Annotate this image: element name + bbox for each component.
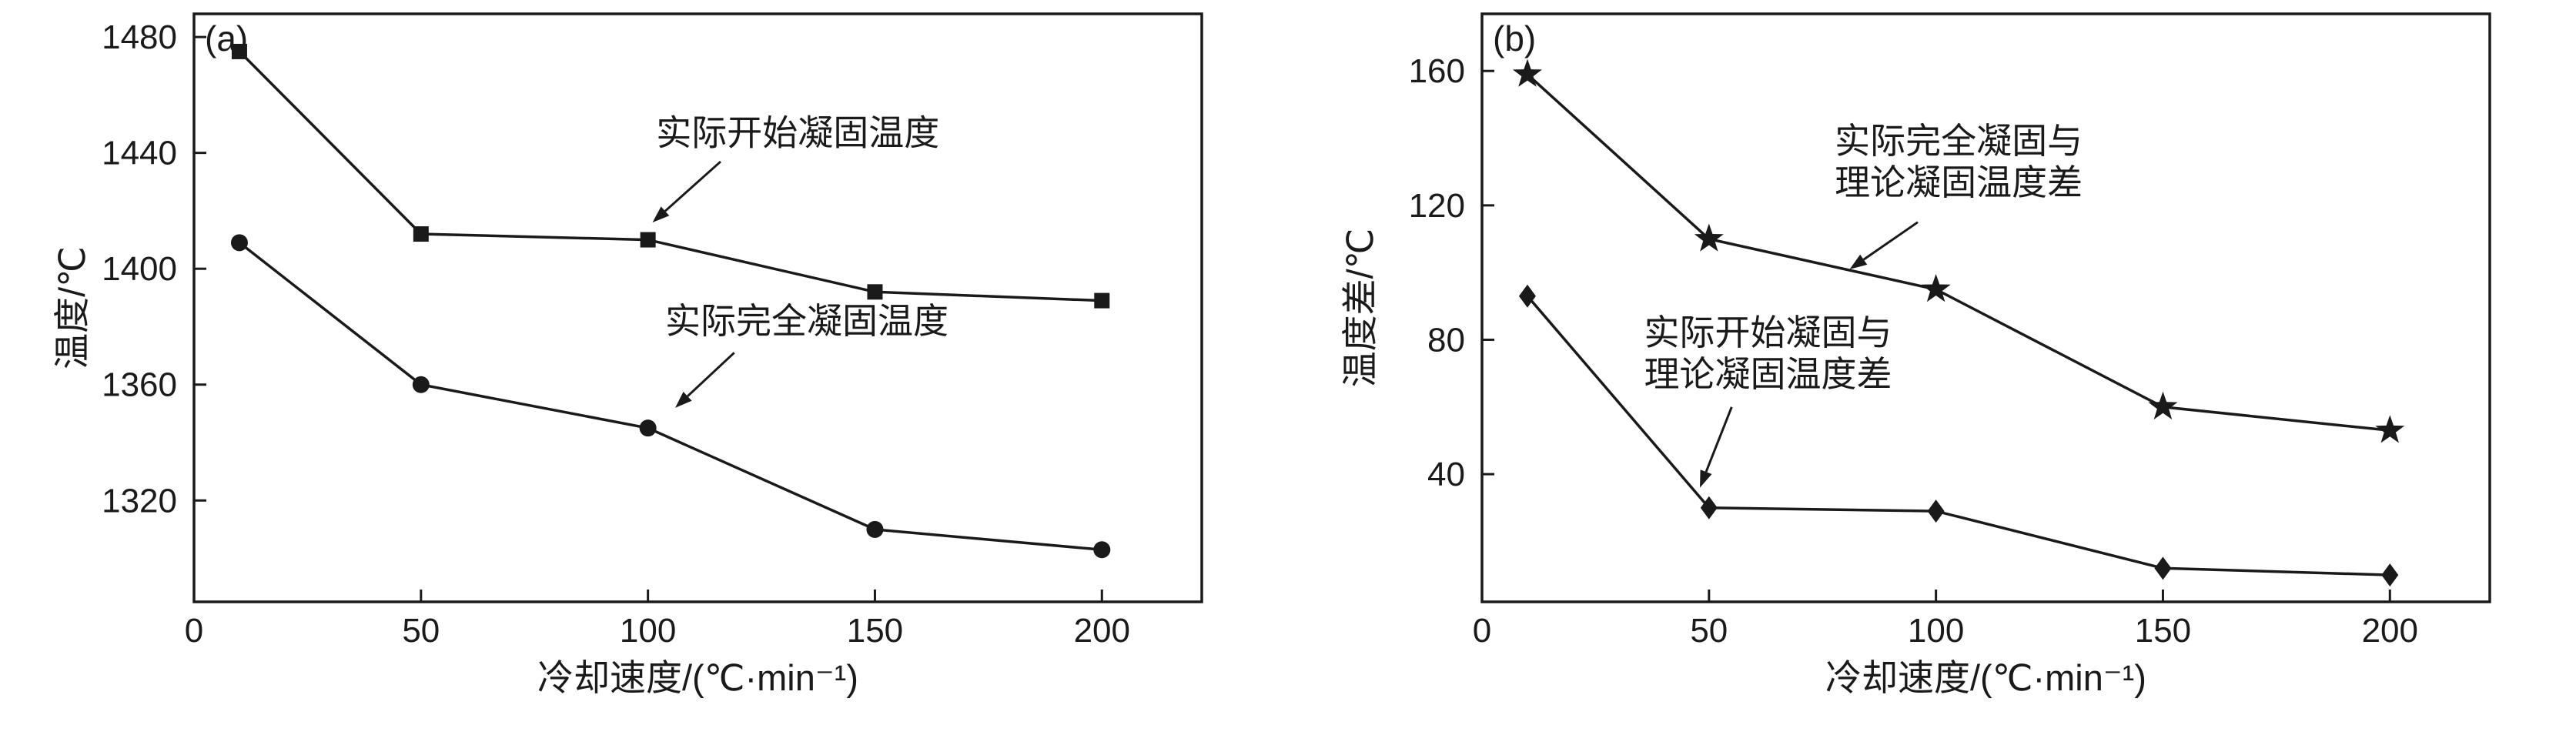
annotation-text-line: 实际开始凝固与 bbox=[1644, 312, 1892, 352]
panel-b: 0 50 100 150 200 40 80 120 160 冷却速度/(℃·min⁻¹) 温度差/… bbox=[1288, 0, 2576, 735]
marker-square bbox=[867, 284, 883, 300]
x-tick-label: 100 bbox=[1908, 612, 1964, 650]
y-tick-label: 1440 bbox=[102, 135, 177, 172]
marker-star bbox=[1512, 58, 1542, 87]
marker-diamond bbox=[1927, 499, 1945, 523]
chart-b-temperature-difference-vs-cooling-rate: 0 50 100 150 200 40 80 120 160 冷却速度/(℃·min⁻¹) 温度差/… bbox=[1288, 0, 2576, 735]
y-tick-label: 80 bbox=[1427, 321, 1465, 359]
annotation-text-line: 实际开始凝固温度 bbox=[656, 112, 939, 152]
annotation-arrowhead bbox=[675, 392, 692, 408]
annotation-text-line: 实际完全凝固与 bbox=[1835, 121, 2083, 161]
marker-circle bbox=[866, 520, 884, 538]
marker-square bbox=[1094, 292, 1110, 309]
x-tick-label: 150 bbox=[847, 612, 903, 650]
marker-diamond bbox=[2381, 563, 2399, 587]
y-axis-label: 温度/℃ bbox=[52, 246, 92, 369]
axes-frame bbox=[1480, 12, 2491, 603]
annotation-text-line: 理论凝固温度差 bbox=[1644, 354, 1892, 394]
annotation-arrowhead bbox=[1700, 469, 1712, 488]
marker-circle bbox=[412, 376, 430, 393]
marker-diamond bbox=[1700, 496, 1718, 520]
x-tick-label: 200 bbox=[2362, 612, 2418, 650]
annotation-arrow-line bbox=[1862, 221, 1919, 261]
x-tick-label: 150 bbox=[2135, 612, 2191, 650]
annotation-text-line: 实际完全凝固温度 bbox=[665, 301, 948, 341]
marker-star bbox=[1694, 223, 1724, 252]
y-tick-label: 1320 bbox=[102, 482, 177, 520]
marker-circle bbox=[230, 234, 248, 252]
annotation-arrow-line bbox=[687, 352, 735, 397]
annotation-arrow-line bbox=[664, 160, 721, 212]
x-tick-label: 100 bbox=[620, 612, 676, 650]
x-tick-label: 200 bbox=[1074, 612, 1130, 650]
chart-background bbox=[0, 0, 1288, 735]
annotation-text: 实际完全凝固温度 bbox=[665, 301, 948, 341]
y-tick-label: 1480 bbox=[102, 18, 177, 56]
axes-frame bbox=[192, 12, 1203, 603]
y-tick-label: 1400 bbox=[102, 250, 177, 288]
marker-square bbox=[413, 226, 429, 242]
y-tick-label: 40 bbox=[1427, 456, 1465, 493]
marker-diamond bbox=[1518, 284, 1536, 308]
marker-circle bbox=[639, 419, 657, 437]
marker-square bbox=[640, 232, 656, 248]
y-tick-label: 160 bbox=[1409, 52, 1465, 90]
x-axis-label: 冷却速度/(℃·min⁻¹) bbox=[1825, 657, 2146, 698]
y-tick-label: 1360 bbox=[102, 366, 177, 404]
chart-background bbox=[1288, 0, 2576, 735]
marker-star bbox=[1921, 274, 1951, 302]
annotation-arrowhead bbox=[1849, 254, 1868, 269]
annotation-text: 实际完全凝固与理论凝固温度差 bbox=[1835, 121, 2083, 202]
x-tick-label: 50 bbox=[402, 612, 440, 650]
marker-star bbox=[2148, 391, 2178, 419]
panel-label: (b) bbox=[1493, 18, 1536, 58]
x-axis-label: 冷却速度/(℃·min⁻¹) bbox=[537, 657, 858, 698]
annotation-arrowhead bbox=[652, 206, 670, 222]
marker-star bbox=[2375, 415, 2405, 443]
y-axis-label: 温度差/℃ bbox=[1340, 229, 1380, 388]
marker-diamond bbox=[2154, 556, 2172, 580]
x-tick-label: 0 bbox=[1473, 612, 1491, 650]
y-tick-label: 120 bbox=[1409, 187, 1465, 225]
marker-circle bbox=[1093, 541, 1111, 559]
annotation-text: 实际开始凝固与理论凝固温度差 bbox=[1644, 312, 1892, 394]
x-tick-label: 50 bbox=[1690, 612, 1728, 650]
annotation-arrow-line bbox=[1705, 406, 1733, 473]
annotation-text-line: 理论凝固温度差 bbox=[1835, 162, 2083, 202]
panel-a: 0 50 100 150 200 1320 1360 1400 1440 1480 冷却速度/(℃·… bbox=[0, 0, 1288, 735]
x-tick-label: 0 bbox=[185, 612, 203, 650]
marker-square bbox=[231, 43, 247, 59]
chart-a-temperature-vs-cooling-rate: 0 50 100 150 200 1320 1360 1400 1440 1480 冷却速度/(℃·… bbox=[0, 0, 1288, 735]
annotation-text: 实际开始凝固温度 bbox=[656, 112, 939, 152]
